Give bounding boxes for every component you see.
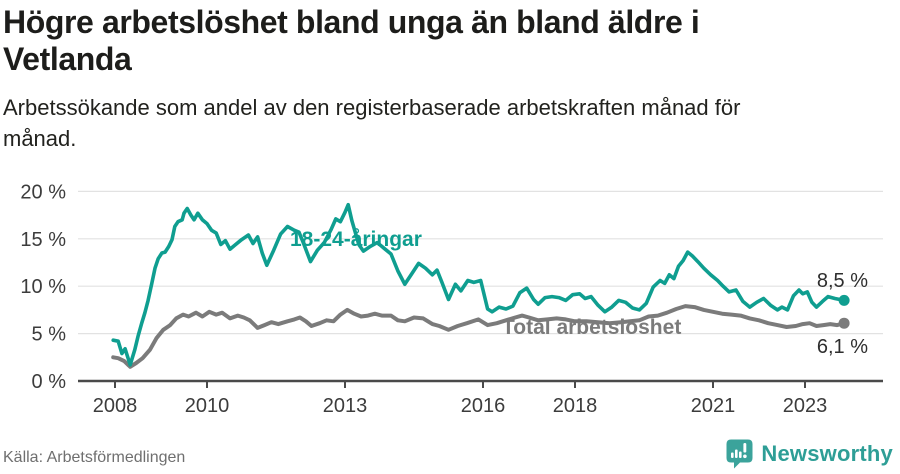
newsworthy-logo: Newsworthy [725,438,893,469]
y-tick-label: 0 % [32,371,67,393]
newsworthy-bubble-chart-icon [726,439,753,469]
x-tick-label: 2010 [185,395,230,417]
value-label: 6,1 % [817,336,868,358]
series-label-youth: 18-24-åringar [290,228,422,251]
chart-title: Högre arbetslöshet bland unga än bland ä… [3,4,700,77]
series-line-youth [111,202,846,367]
y-tick-label: 15 % [20,229,66,251]
series-label-total: Total arbetslöshet [502,316,681,339]
newsworthy-wordmark: Newsworthy [761,441,893,466]
series-end-dot-youth [838,294,850,306]
y-tick-label: 20 % [20,181,66,203]
x-tick-label: 2023 [783,395,828,417]
chart-subtitle: Arbetssökande som andel av den registerb… [3,95,741,151]
y-tick-label: 5 % [32,324,67,346]
x-tick-label: 2021 [691,395,736,417]
x-tick-label: 2016 [461,395,506,417]
value-label: 8,5 % [817,270,868,292]
line-chart: 0 % 5 % 10 % 15 % 20 % 2008 2010 2013 2016 2018 20… [20,181,883,417]
y-tick-label: 10 % [20,276,66,298]
source-note: Källa: Arbetsförmedlingen [3,449,186,466]
series-end-dot-total [838,317,850,329]
series-line-total [111,304,847,369]
x-tick-label: 2018 [553,395,598,417]
x-tick-label: 2013 [323,395,368,417]
x-tick-label: 2008 [93,395,138,417]
